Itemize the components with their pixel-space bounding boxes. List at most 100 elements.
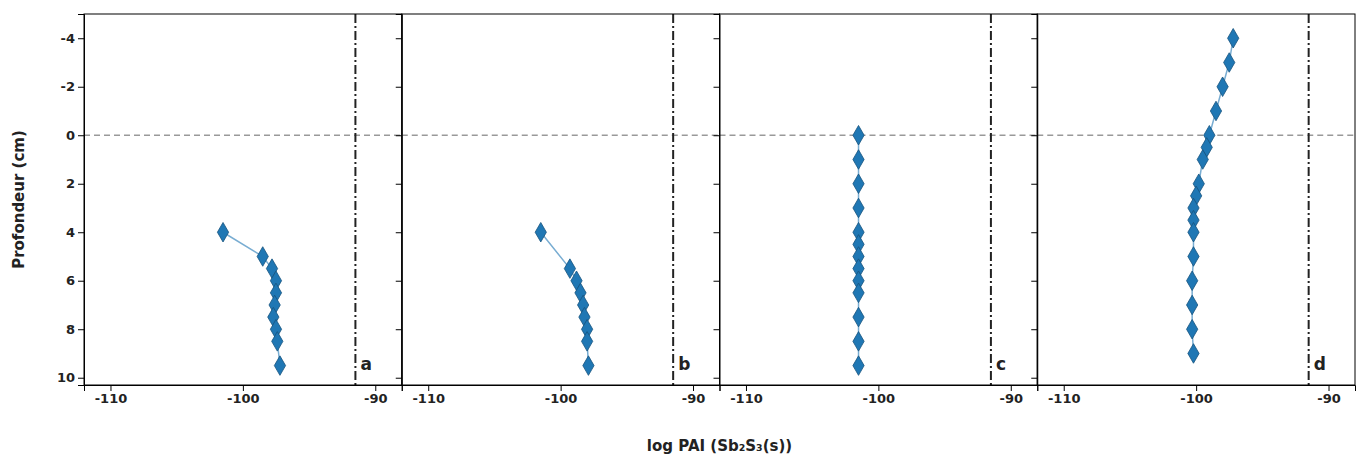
data-point (1188, 222, 1199, 242)
plot-frame (720, 14, 1038, 385)
tick: 10 (57, 370, 84, 385)
vertical-reference-line (990, 14, 992, 385)
tick-mark (396, 87, 402, 88)
tick-mark (714, 232, 720, 233)
data-point (853, 150, 864, 170)
tick: -90 (682, 385, 706, 406)
tick-mark (243, 385, 244, 391)
tick (396, 232, 402, 233)
panel-label: b (678, 354, 690, 374)
chart: -110-100-90-4-20246810alog PAI (Sb₂S₃(s)… (0, 0, 1369, 465)
tick-mark (1329, 385, 1330, 391)
axis-line (402, 386, 720, 392)
x-axis: -110-100-90 (720, 385, 1038, 406)
data-point (1187, 319, 1198, 339)
panel: -110-100-90 c (714, 14, 1038, 406)
tick: -2 (61, 79, 84, 94)
data-point (1224, 53, 1235, 73)
tick-mark (1011, 385, 1012, 391)
tick-mark (396, 378, 402, 379)
axis-line (1038, 386, 1356, 392)
data-point (1217, 77, 1228, 97)
tick (714, 135, 720, 136)
tick (1031, 329, 1037, 330)
x-axis: -110 -100 -90 (1038, 385, 1356, 406)
tick (1031, 232, 1037, 233)
data-point (257, 247, 268, 267)
tick-mark (714, 378, 720, 379)
tick-mark (714, 38, 720, 39)
plot-frame (402, 14, 720, 385)
tick (714, 232, 720, 233)
tick (396, 281, 402, 282)
plot-frame (84, 14, 402, 385)
y-axis-title: Profondeur (cm) (10, 130, 28, 269)
plot-frame (1037, 14, 1355, 385)
plot-area (84, 14, 402, 385)
tick-label: -90 (364, 391, 388, 406)
tick (396, 135, 402, 136)
tick (714, 378, 720, 379)
tick-mark (78, 281, 84, 282)
data-point (217, 222, 228, 242)
tick (714, 184, 720, 185)
data-point (853, 283, 864, 303)
x-axis: -110 -100 -90 (402, 385, 720, 406)
tick-mark (878, 385, 879, 391)
plot-area (720, 14, 1038, 385)
tick-mark (1031, 378, 1037, 379)
panel: -110 -100 -90 b (396, 14, 720, 406)
tick-mark (746, 385, 747, 391)
tick-mark (1031, 87, 1037, 88)
tick-label: 8 (66, 322, 75, 337)
tick-mark (78, 329, 84, 330)
tick-mark (78, 184, 84, 185)
tick: 2 (66, 176, 84, 191)
horizontal-reference-line (1037, 134, 1355, 136)
tick: 4 (66, 225, 84, 240)
panel-label: c (996, 354, 1006, 374)
tick: -110 (412, 385, 445, 406)
tick-label: 0 (66, 128, 75, 143)
tick-mark (714, 281, 720, 282)
tick (714, 329, 720, 330)
tick-mark (714, 184, 720, 185)
data-point (853, 198, 864, 218)
y-axis: -4-20246810 (57, 15, 85, 386)
panel: -110-100-90-4-20246810a (57, 14, 402, 406)
tick-label: -100 (1180, 391, 1213, 406)
tick-mark (714, 329, 720, 330)
tick (714, 38, 720, 39)
panel: -110-100-90d (1031, 14, 1355, 406)
tick-mark (78, 135, 84, 136)
tick-label: -110 (95, 391, 128, 406)
data-point (535, 222, 546, 242)
tick-label: -110 (412, 391, 445, 406)
tick (396, 38, 402, 39)
tick-label: -100 (863, 391, 896, 406)
data-point (581, 332, 592, 352)
x-axis: -110 -100 -90 (85, 385, 403, 406)
data-point (853, 356, 864, 376)
tick-mark (1031, 38, 1037, 39)
tick (396, 329, 402, 330)
tick: -100 (545, 385, 578, 406)
tick (1031, 378, 1037, 379)
data-point (1188, 247, 1199, 267)
data-point (272, 332, 283, 352)
vertical-reference-line (1308, 14, 1310, 385)
tick-label: -110 (1048, 391, 1081, 406)
x-axis-title: log PAI (Sb₂S₃(s)) (647, 437, 792, 455)
tick-mark (396, 329, 402, 330)
tick-mark (78, 232, 84, 233)
tick (396, 87, 402, 88)
tick: -90 (364, 385, 388, 406)
data-point (1187, 295, 1198, 315)
tick-label: -90 (682, 391, 706, 406)
tick: 0 (66, 128, 84, 143)
tick-label: -90 (1317, 391, 1341, 406)
tick: -110 (1048, 385, 1081, 406)
tick: -100 (227, 385, 260, 406)
tick: -90 (1317, 385, 1341, 406)
tick: -100 (1180, 385, 1213, 406)
